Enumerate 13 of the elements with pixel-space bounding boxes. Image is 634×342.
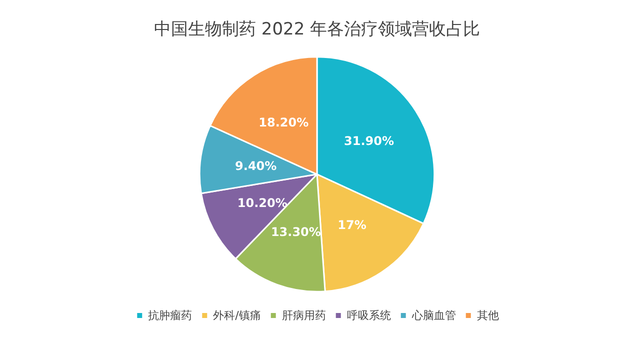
- data-label: 9.40%: [235, 159, 277, 174]
- chart-title: 中国生物制药 2022 年各治疗领域营收占比: [154, 20, 480, 40]
- legend-label: 其他: [476, 309, 499, 322]
- data-label: 13.30%: [270, 225, 321, 240]
- legend-label: 外科/镇痛: [213, 309, 261, 322]
- data-label: 10.20%: [237, 196, 288, 210]
- data-label: 17%: [338, 218, 366, 232]
- legend-label: 呼吸系统: [346, 309, 391, 322]
- legend-label: 抗肿瘤药: [148, 309, 192, 322]
- legend-label: 心脑血管: [410, 309, 456, 322]
- legend-label: 肝病用药: [282, 309, 326, 322]
- data-label: 31.90%: [344, 134, 394, 148]
- data-label: 18.20%: [258, 115, 309, 130]
